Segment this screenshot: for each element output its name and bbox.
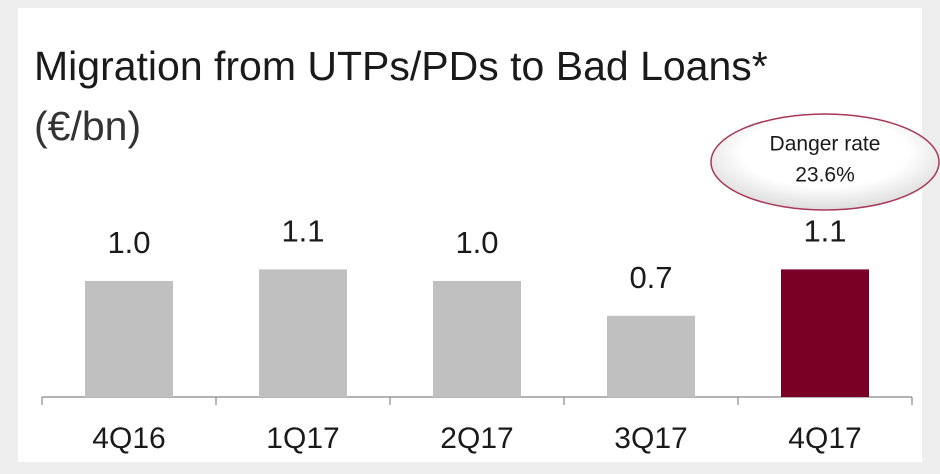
annotation-value: 23.6% <box>795 164 855 187</box>
bar <box>433 281 521 397</box>
x-tick-label: 2Q17 <box>440 422 513 455</box>
x-tick-label: 3Q17 <box>614 422 687 455</box>
x-tick-label: 4Q16 <box>92 422 165 455</box>
value-label: 0.7 <box>629 260 672 295</box>
chart-title: Migration from UTPs/PDs to Bad Loans* <box>34 43 768 89</box>
bar <box>607 315 695 397</box>
annotation-bubble <box>710 113 940 211</box>
value-label: 1.0 <box>455 225 498 260</box>
value-label: 1.1 <box>803 214 846 249</box>
annotation-label: Danger rate <box>770 133 881 156</box>
x-tick-label: 1Q17 <box>266 422 339 455</box>
unit: (€/bn) <box>34 103 142 149</box>
bar <box>85 281 173 397</box>
bar <box>781 269 869 397</box>
bar <box>259 269 347 397</box>
x-tick-label: 4Q17 <box>788 422 861 455</box>
title-block: Migration from UTPs/PDs to Bad Loans* (€… <box>34 36 794 156</box>
value-label: 1.0 <box>107 225 150 260</box>
value-label: 1.1 <box>281 214 324 249</box>
